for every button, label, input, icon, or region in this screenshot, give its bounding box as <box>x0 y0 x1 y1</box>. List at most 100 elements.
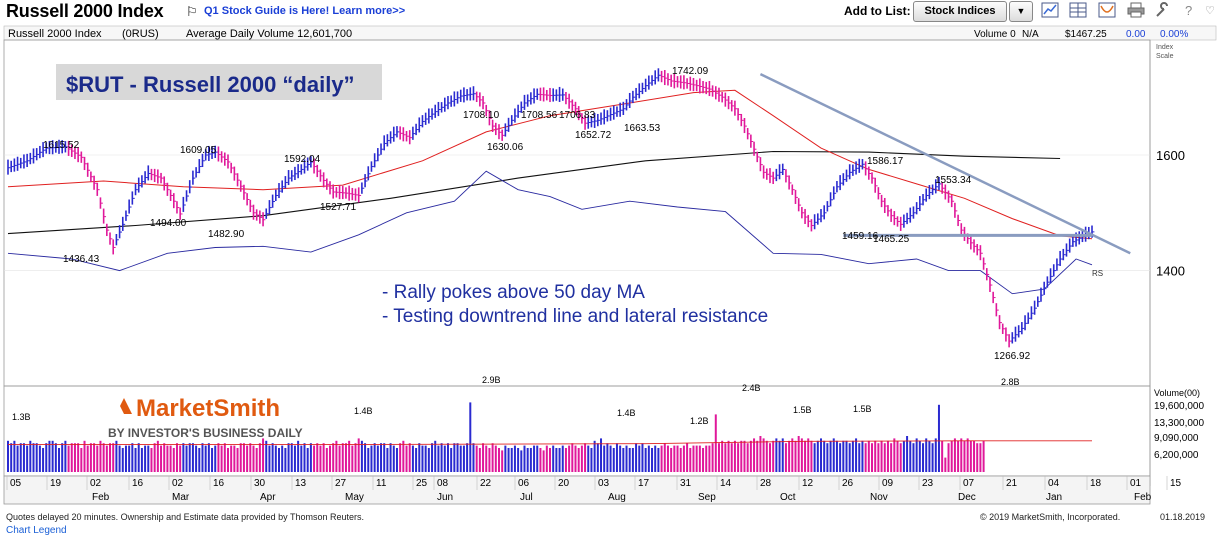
volume-bar <box>973 440 976 472</box>
price-annotation: 1708.56 <box>521 110 558 121</box>
volume-bar <box>348 440 351 472</box>
price-annotation: 1609.05 <box>180 145 217 156</box>
volume-bar <box>249 443 252 472</box>
downtrend-line <box>759 72 1131 255</box>
volume-bar <box>453 443 456 472</box>
x-day-label: 18 <box>1090 478 1102 489</box>
volume-bar <box>807 438 810 472</box>
price-annotation: 1494.00 <box>150 218 187 229</box>
volume-bar <box>756 440 759 472</box>
volume-bar <box>287 443 290 472</box>
volume-bar <box>29 440 32 472</box>
volume-bar <box>558 448 561 472</box>
chevron-down-icon[interactable]: ▼ <box>1009 1 1033 22</box>
volume-bar <box>128 445 131 472</box>
x-day-label: 19 <box>50 478 62 489</box>
volume-bar <box>864 443 867 472</box>
volume-bar <box>746 443 749 472</box>
volume-bar <box>22 443 25 472</box>
flag-icon: ⚐ <box>186 4 198 19</box>
volume-bar <box>204 445 207 472</box>
volume-bar <box>724 443 727 472</box>
promo-link[interactable]: Q1 Stock Guide is Here! Learn more>> <box>204 5 406 17</box>
volume-bar <box>281 445 284 472</box>
chart-line-icon[interactable] <box>1040 2 1060 20</box>
volume-bar <box>137 443 140 472</box>
volume-bar <box>918 440 921 472</box>
volume-bar <box>297 440 300 472</box>
volume-bar <box>928 440 931 472</box>
volume-bar <box>462 445 465 472</box>
chart-curve-icon[interactable] <box>1097 2 1117 20</box>
volume-bar <box>832 438 835 472</box>
footer-disclaimer: Quotes delayed 20 minutes. Ownership and… <box>6 512 365 522</box>
volume-bar <box>896 440 899 472</box>
volume-bar <box>941 440 944 472</box>
volume-bar <box>112 443 115 472</box>
volume-bar <box>784 443 787 472</box>
volume-bar <box>536 445 539 472</box>
x-day-label: 02 <box>172 478 184 489</box>
volume-bar <box>855 438 858 472</box>
volume-annotation: 2.8B <box>1001 377 1020 387</box>
volume-bar <box>373 443 376 472</box>
volume-bar <box>708 445 711 472</box>
volume-bar <box>478 448 481 472</box>
volume-bar <box>322 443 325 472</box>
volume-bar <box>485 445 488 472</box>
x-day-label: 03 <box>598 478 610 489</box>
volume-bar <box>944 457 947 472</box>
print-icon[interactable] <box>1126 2 1146 20</box>
footer-date: 01.18.2019 <box>1160 512 1206 522</box>
volume-annotation: 1.3B <box>12 412 31 422</box>
marketsmith-logo: MarketSmith BY INVESTOR'S BUSINESS DAILY <box>108 395 303 440</box>
wrench-icon[interactable] <box>1153 2 1173 20</box>
volume-bar <box>226 448 229 472</box>
price-annotation: 1459.16 <box>842 231 879 242</box>
volume-bar <box>781 438 784 472</box>
volume-bar <box>660 445 663 472</box>
volume-bar <box>826 443 829 472</box>
volume-bar <box>306 448 309 472</box>
volume-bar <box>364 443 367 472</box>
list-select[interactable]: Stock Indices <box>913 1 1007 22</box>
volume-bar <box>619 445 622 472</box>
price-annotation: 1663.53 <box>624 123 661 134</box>
volume-bars: 1.3B 2.9B 1.4B 1.4B 1.2B 2.4B 1.5B 1.5B 2.8B <box>7 375 1092 472</box>
volume-bar <box>902 440 905 472</box>
help-icon[interactable]: ? <box>1179 2 1199 20</box>
volume-bar <box>45 443 48 472</box>
volume-bar <box>762 438 765 472</box>
volume-bar <box>77 443 80 472</box>
volume-bar <box>54 443 57 472</box>
x-day-label: 30 <box>254 478 266 489</box>
x-day-label: 04 <box>1048 478 1060 489</box>
volume-bar <box>574 445 577 472</box>
x-month-label: Sep <box>698 492 716 503</box>
volume-bar <box>593 440 596 472</box>
y-tick-label: 1600 <box>1156 148 1185 163</box>
table-icon[interactable] <box>1068 2 1088 20</box>
volume-bar <box>631 448 634 472</box>
volume-bar <box>338 445 341 472</box>
volume-bar <box>99 440 102 472</box>
volume-bar <box>399 443 402 472</box>
more-icon[interactable]: ♡ <box>1198 2 1218 20</box>
volume-bar <box>717 443 720 472</box>
volume-bar <box>737 443 740 472</box>
chart-legend-link[interactable]: Chart Legend <box>6 525 67 536</box>
volume-bar <box>587 445 590 472</box>
volume-bar <box>214 445 217 472</box>
x-month-label: Oct <box>780 492 796 503</box>
volume-bar <box>666 445 669 472</box>
volume-bar <box>217 443 220 472</box>
x-day-label: 07 <box>963 478 975 489</box>
volume-bar <box>105 445 108 472</box>
x-day-label: 12 <box>802 478 814 489</box>
volume-bar <box>555 448 558 472</box>
volume-bar <box>10 443 13 472</box>
volume-annotation: 1.5B <box>793 405 812 415</box>
volume-bar <box>663 443 666 472</box>
volume-bar <box>437 445 440 472</box>
volume-bar <box>839 443 842 472</box>
